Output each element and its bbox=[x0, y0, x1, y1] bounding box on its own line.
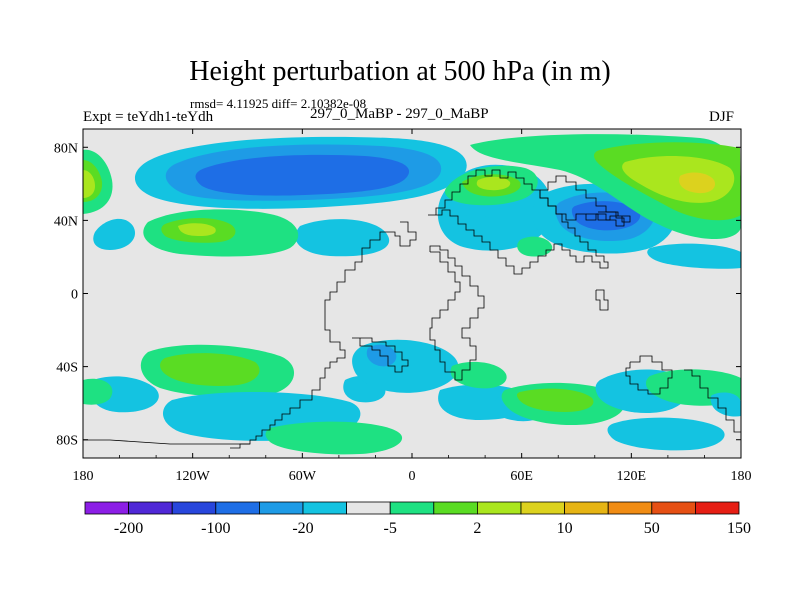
colorbar-swatch bbox=[476, 501, 522, 515]
colorbar-swatch bbox=[520, 501, 565, 515]
south-dateline-high-feature bbox=[83, 378, 113, 405]
colorbar-swatch bbox=[433, 501, 478, 515]
map-axes: 80N 40N 0 40S 80S 180 120W 60W 0 60E 120E 180 bbox=[54, 129, 752, 484]
lon-tick-label: 60W bbox=[289, 469, 317, 484]
colorbar-label: -5 bbox=[384, 520, 397, 537]
coastline-australia bbox=[625, 355, 673, 395]
colorbar-label: -100 bbox=[201, 520, 230, 537]
stats-text: rmsd= 4.11925 diff= 2.10382e-08 bbox=[190, 96, 367, 111]
lon-tick-label: 180 bbox=[731, 469, 752, 484]
colorbar-swatch bbox=[258, 501, 304, 515]
colorbar-swatch bbox=[171, 501, 217, 515]
colorbar-swatch bbox=[564, 501, 609, 515]
coastline-pacific-east bbox=[684, 369, 741, 440]
colorbar-swatch bbox=[389, 501, 435, 515]
pacific-high-feature bbox=[470, 134, 741, 240]
colorbar-label: 150 bbox=[727, 520, 751, 537]
south-pacific-high-feature bbox=[140, 344, 295, 397]
north-pacific-low-feature bbox=[134, 136, 467, 209]
west-pacific-low-feature bbox=[93, 218, 136, 250]
lon-tick-label: 0 bbox=[409, 469, 416, 484]
south-indian-high-feature bbox=[501, 382, 625, 426]
south-atlantic-high-feature bbox=[450, 361, 507, 389]
season-label: DJF bbox=[709, 109, 735, 125]
coastline-americas bbox=[230, 221, 417, 449]
colorbar-swatch bbox=[695, 501, 740, 515]
atlantic-low-feature bbox=[295, 219, 390, 257]
colorbar-swatch bbox=[607, 501, 653, 515]
subtropical-high-feature bbox=[143, 209, 299, 257]
lat-tick-label: 80N bbox=[54, 141, 78, 156]
coastline-eurasia bbox=[428, 169, 609, 275]
colorbar-label: 50 bbox=[644, 520, 660, 537]
coastline-south-america bbox=[352, 337, 409, 373]
colorbar-label: -20 bbox=[292, 520, 313, 537]
coastline-siberia bbox=[539, 175, 625, 227]
dateline-high-feature bbox=[83, 149, 113, 214]
experiment-label: Expt = teYdh1-teYdh bbox=[83, 109, 214, 125]
colorbar-label: 2 bbox=[473, 520, 481, 537]
coastlines bbox=[83, 169, 741, 449]
central-asia-high-feature bbox=[517, 236, 553, 257]
colorbar-label: 10 bbox=[557, 520, 573, 537]
colorbar: -200 -100 -20 -5 2 10 50 150 bbox=[84, 501, 751, 537]
coastline-africa bbox=[429, 245, 485, 381]
lat-tick-label: 0 bbox=[71, 288, 78, 303]
lat-tick-label: 40N bbox=[54, 214, 78, 229]
lat-tick-label: 80S bbox=[56, 434, 78, 449]
lon-tick-label: 120W bbox=[176, 469, 211, 484]
colorbar-swatch bbox=[346, 501, 391, 515]
black-sea-low-feature bbox=[452, 214, 501, 249]
colorbar-swatch bbox=[651, 501, 696, 515]
colorbar-swatch bbox=[84, 501, 129, 515]
coastline-antarctica bbox=[83, 439, 250, 445]
southern-ocean-low-feature bbox=[607, 417, 725, 451]
colorbar-swatch bbox=[302, 501, 347, 515]
colorbar-label: -200 bbox=[114, 520, 143, 537]
lat-tick-label: 40S bbox=[56, 361, 78, 376]
contour-fields bbox=[83, 134, 741, 455]
drake-high-feature bbox=[265, 421, 403, 455]
coastline-east-asia bbox=[595, 289, 609, 311]
coastline-scandinavia bbox=[586, 211, 631, 223]
colorbar-swatch bbox=[215, 501, 260, 515]
lon-tick-label: 60E bbox=[510, 469, 533, 484]
run-label: 297_0_MaBP - 297_0_MaBP bbox=[310, 106, 489, 122]
colorbar-swatch bbox=[128, 501, 173, 515]
chart-title: Height perturbation at 500 hPa (in m) bbox=[189, 56, 611, 87]
north-pacific-low-2-feature bbox=[647, 243, 741, 269]
lon-tick-label: 120E bbox=[617, 469, 647, 484]
lon-tick-label: 180 bbox=[73, 469, 94, 484]
